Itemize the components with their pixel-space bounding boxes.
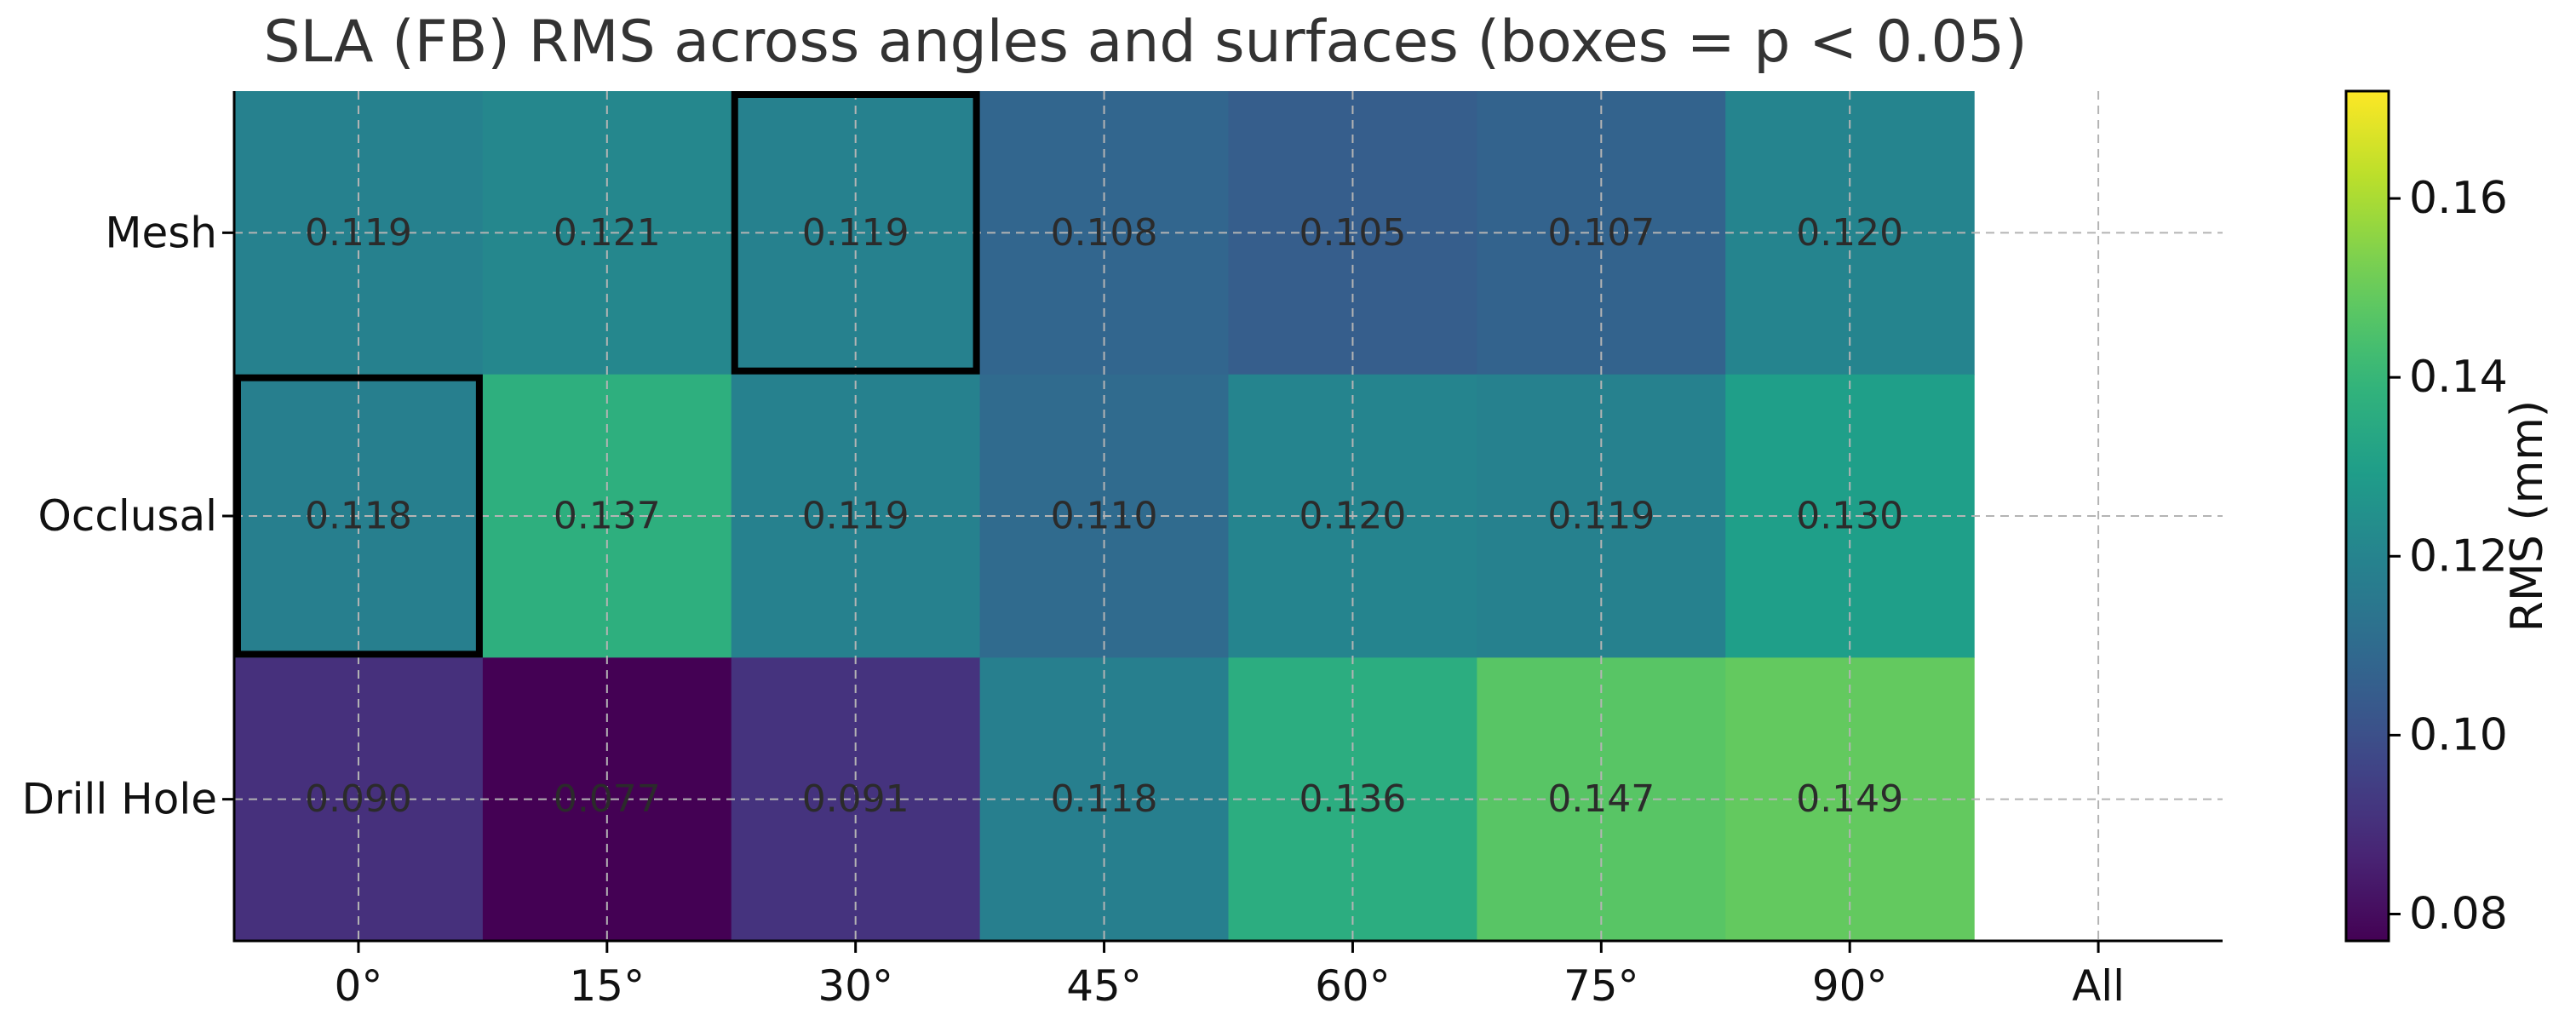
colorbar-gradient [2344, 89, 2390, 943]
cell-value-label: 0.107 [1547, 211, 1655, 255]
colorbar-tick-label: 0.16 [2409, 173, 2508, 224]
cell-value-label: 0.137 [554, 495, 661, 538]
cell-value-labels: 0.119 0.121 0.119 0.108 0.105 0.107 0.120 0.118… [305, 211, 1903, 821]
x-tick-label-90deg: 90° [1812, 961, 1888, 1009]
significance-box [731, 91, 980, 375]
cell-value-label: 0.147 [1547, 777, 1655, 821]
cell-value-label: 0.090 [305, 777, 412, 821]
cell-value-label: 0.130 [1796, 495, 1903, 538]
cell-value-label: 0.120 [1299, 495, 1406, 538]
significance-boxes [234, 91, 980, 658]
colorbar: 0.08 0.10 0.12 0.14 0.16 RMS (mm) [2344, 89, 2553, 943]
chart-title: SLA (FB) RMS across angles and surfaces … [263, 9, 2027, 76]
significance-box [234, 374, 483, 658]
cell-value-label: 0.119 [1547, 495, 1655, 538]
cell-value-label: 0.118 [1051, 777, 1158, 821]
x-tick-label-0deg: 0° [335, 961, 383, 1009]
cell-value-label: 0.118 [305, 495, 412, 538]
y-tick-label-occlusal: Occlusal [38, 491, 218, 541]
x-tick-label-60deg: 60° [1315, 961, 1391, 1009]
y-tick-label-drill-hole: Drill Hole [22, 775, 217, 824]
y-tick-label-mesh: Mesh [105, 208, 217, 257]
grid-lines [234, 91, 2223, 941]
cell-value-label: 0.105 [1299, 211, 1406, 255]
colorbar-tick-label: 0.10 [2409, 709, 2508, 760]
cell-value-label: 0.091 [802, 777, 909, 821]
cell-value-label: 0.119 [802, 211, 909, 255]
cell-value-label: 0.120 [1796, 211, 1903, 255]
colorbar-tick-label: 0.12 [2409, 530, 2508, 582]
cell-value-label: 0.108 [1051, 211, 1158, 255]
colorbar-tick-label: 0.08 [2409, 888, 2508, 939]
x-tick-label-30deg: 30° [818, 961, 893, 1009]
cell-value-label: 0.136 [1299, 777, 1406, 821]
x-tick-label-45deg: 45° [1066, 961, 1142, 1009]
cell-value-label: 0.077 [554, 777, 661, 821]
cell-value-label: 0.119 [305, 211, 412, 255]
colorbar-ticks: 0.08 0.10 0.12 0.14 0.16 [2389, 173, 2508, 939]
cell-value-label: 0.119 [802, 495, 909, 538]
cell-value-label: 0.110 [1051, 495, 1158, 538]
colorbar-label: RMS (mm) [2502, 400, 2553, 632]
y-axis-ticks: Mesh Occlusal Drill Hole [22, 208, 234, 824]
x-tick-label-15deg: 15° [570, 961, 645, 1009]
x-tick-label-all: All [2072, 961, 2125, 1009]
cell-value-label: 0.121 [554, 211, 661, 255]
cell-value-label: 0.149 [1796, 777, 1903, 821]
x-axis-ticks: 0° 15° 30° 45° 60° 75° 90° All [335, 941, 2125, 1009]
x-tick-label-75deg: 75° [1563, 961, 1639, 1009]
colorbar-tick-label: 0.14 [2409, 352, 2508, 403]
